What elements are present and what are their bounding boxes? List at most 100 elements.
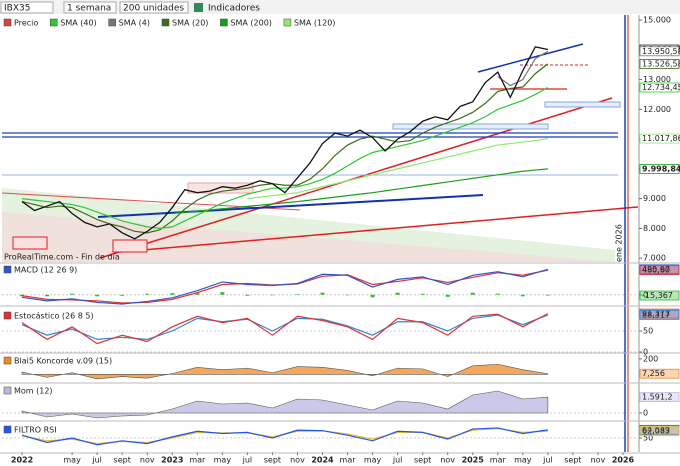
x-tick-label: nov xyxy=(440,456,455,465)
histogram-bar xyxy=(495,293,500,295)
indicators[interactable]: Indicadores xyxy=(208,4,260,14)
histogram-bar xyxy=(70,293,75,295)
histogram-bar xyxy=(345,294,350,296)
x-tick-label: may xyxy=(364,456,382,465)
histogram-bar xyxy=(20,294,25,297)
y-tick-label: 0 xyxy=(643,348,648,357)
panel-title: Blai5 Koncorde v.09 (15) xyxy=(14,357,112,366)
period-box[interactable] xyxy=(63,1,117,14)
x-tick-label: sept xyxy=(264,456,281,465)
x-tick-label: nov xyxy=(591,456,606,465)
x-tick-label: may xyxy=(63,456,81,465)
indicators-icon[interactable] xyxy=(194,3,203,12)
histogram-bar xyxy=(220,292,225,295)
histogram-bar xyxy=(45,294,50,297)
y-tick-label: 50 xyxy=(643,327,653,336)
y-tick-label: 15.000 xyxy=(643,16,671,25)
histogram-bar xyxy=(245,294,250,296)
histogram-bar xyxy=(295,294,300,295)
annotation: ene 2026 xyxy=(615,224,624,262)
value-label: 495,97 xyxy=(642,265,670,274)
histogram-bar xyxy=(545,294,550,296)
histogram-bar xyxy=(195,292,200,295)
trendline xyxy=(477,43,584,73)
value-label-box xyxy=(639,59,680,69)
legend-label: SMA (120) xyxy=(294,19,336,28)
legend-swatch xyxy=(108,18,116,27)
value-label-box xyxy=(639,82,680,93)
x-tick-label: mar xyxy=(340,456,357,465)
y-tick-label: 13.000 xyxy=(643,75,671,84)
x-tick-label: 2025 xyxy=(462,456,485,465)
line xyxy=(21,86,549,229)
value-label: 13.950,58 xyxy=(642,47,680,56)
histogram-bar xyxy=(445,294,450,297)
x-tick-label: 2023 xyxy=(161,456,183,465)
x-tick-label: mar xyxy=(490,456,507,465)
panel-title-swatch xyxy=(3,311,12,320)
x-tick-label: jul xyxy=(392,456,403,465)
legend-swatch xyxy=(283,18,292,27)
line xyxy=(21,427,548,446)
value-label-box xyxy=(639,46,680,57)
units-box[interactable] xyxy=(119,1,189,14)
x-tick-label: jul xyxy=(242,456,253,465)
value-label: 64,539 xyxy=(642,425,670,434)
line xyxy=(21,268,549,305)
legend-swatch xyxy=(220,18,228,27)
zone-box xyxy=(112,239,148,253)
trendline xyxy=(119,206,638,253)
x-tick-label: may xyxy=(514,456,532,465)
y-tick-label: 50 xyxy=(643,434,653,443)
histogram-bar xyxy=(120,294,125,296)
x-tick-label: may xyxy=(214,456,232,465)
value-label: 88,317 xyxy=(642,310,670,319)
x-tick-label: jul xyxy=(542,456,553,465)
source: ProRealTime.com - Fin de día xyxy=(4,253,120,262)
drawings xyxy=(2,43,638,262)
panel-title: Estocástico (26 8 5) xyxy=(14,312,94,321)
value-label-box xyxy=(639,368,680,379)
line xyxy=(497,50,549,87)
value-label: 11.017,86 xyxy=(642,134,680,143)
value-label-box xyxy=(639,133,680,144)
x-tick-label: jul xyxy=(91,456,102,465)
legend-swatch xyxy=(161,18,170,27)
trendline xyxy=(97,194,484,218)
histogram-bar xyxy=(520,294,525,297)
y-tick-label: 9.000 xyxy=(643,194,666,203)
x-tick-label: 2024 xyxy=(311,456,334,465)
histogram-bar xyxy=(470,292,475,295)
value-label-box xyxy=(639,310,680,320)
line xyxy=(247,137,548,200)
price-series xyxy=(21,46,549,240)
histogram-bar xyxy=(270,294,275,296)
panel-title: Mom (12) xyxy=(14,387,53,396)
x-tick-label: sept xyxy=(414,456,431,465)
panel-title: FILTRO RSI xyxy=(14,426,57,435)
x-tick-label: 2026 xyxy=(612,456,635,465)
y-tick-label: 12.000 xyxy=(643,105,671,114)
value-label: 9.998,84 xyxy=(642,164,680,173)
x-tick-label: mar xyxy=(189,456,206,465)
x-tick-label: nov xyxy=(290,456,305,465)
units[interactable]: 200 unidades xyxy=(123,4,184,14)
toolbar: IBX35 1 semana 200 unidades Indicadores xyxy=(0,0,680,14)
panel-title-swatch xyxy=(3,425,12,434)
value-label-box xyxy=(639,426,680,437)
zone-box xyxy=(12,236,48,250)
y-tick-label: 200 xyxy=(643,354,658,363)
symbol[interactable]: IBX35 xyxy=(4,4,30,14)
value-label-box xyxy=(639,265,680,276)
legend-label: Precio xyxy=(14,19,38,28)
legend-label: SMA (200) xyxy=(230,19,272,28)
value-label-box xyxy=(639,290,680,301)
symbol-box[interactable] xyxy=(0,1,54,14)
legend-label: SMA (40) xyxy=(60,19,96,28)
histogram-bar xyxy=(170,293,175,295)
value-label: 7,256 xyxy=(642,369,665,378)
histogram-bar xyxy=(145,293,150,295)
panel-title-swatch xyxy=(3,265,12,274)
period[interactable]: 1 semana xyxy=(67,4,111,14)
